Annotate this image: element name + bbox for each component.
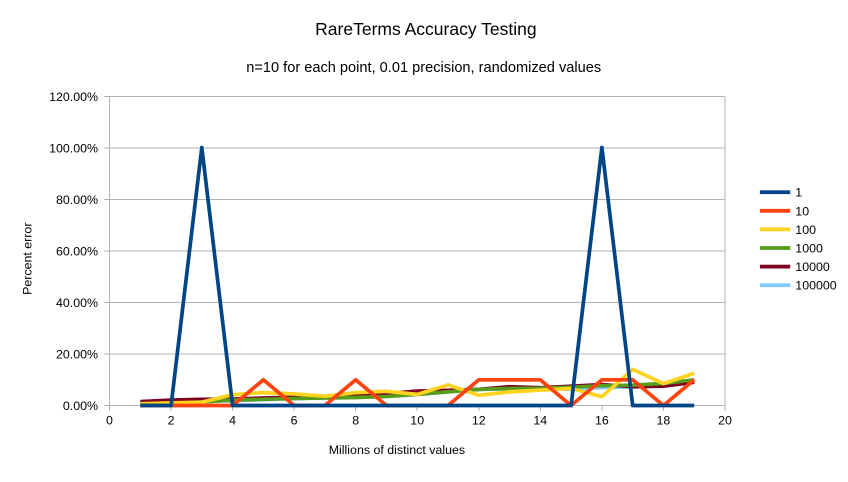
svg-text:0: 0 (106, 414, 113, 428)
svg-text:1000: 1000 (795, 242, 823, 256)
svg-text:80.00%: 80.00% (56, 193, 98, 207)
svg-text:n=10 for each point, 0.01 prec: n=10 for each point, 0.01 precision, ran… (246, 60, 601, 76)
svg-text:100: 100 (795, 223, 816, 237)
svg-text:120.00%: 120.00% (49, 90, 98, 104)
svg-text:100000: 100000 (795, 279, 836, 293)
svg-text:100.00%: 100.00% (49, 142, 98, 156)
svg-text:2: 2 (168, 414, 175, 428)
svg-text:Millions of distinct values: Millions of distinct values (329, 443, 465, 457)
svg-text:8: 8 (352, 414, 359, 428)
svg-text:0.00%: 0.00% (63, 399, 98, 413)
svg-text:20: 20 (718, 414, 732, 428)
svg-text:RareTerms Accuracy Testing: RareTerms Accuracy Testing (315, 19, 536, 39)
svg-text:14: 14 (533, 414, 547, 428)
svg-text:12: 12 (472, 414, 486, 428)
svg-text:10: 10 (795, 204, 809, 218)
svg-text:16: 16 (595, 414, 609, 428)
svg-text:10: 10 (410, 414, 424, 428)
svg-text:6: 6 (291, 414, 298, 428)
svg-text:18: 18 (657, 414, 671, 428)
svg-text:20.00%: 20.00% (56, 348, 98, 362)
svg-text:60.00%: 60.00% (56, 245, 98, 259)
svg-text:4: 4 (229, 414, 236, 428)
svg-text:40.00%: 40.00% (56, 296, 98, 310)
svg-text:Percent error: Percent error (21, 223, 35, 295)
svg-text:1: 1 (795, 186, 802, 200)
svg-text:10000: 10000 (795, 260, 830, 274)
